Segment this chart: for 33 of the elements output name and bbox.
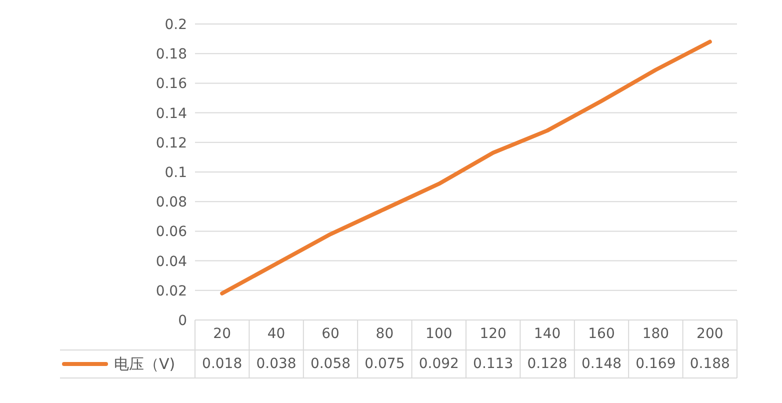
y-tick-label: 0.1 [164, 164, 187, 181]
data-label: 0.058 [309, 355, 352, 374]
data-label: 0.113 [472, 355, 514, 374]
line-series [220, 40, 712, 296]
data-label: 0.188 [688, 355, 731, 374]
x-tick-label: 180 [642, 326, 670, 342]
x-tick-label: 200 [696, 326, 724, 342]
y-tick-label: 0.08 [156, 194, 187, 211]
data-label: 0.092 [418, 355, 460, 374]
data-label: 0.038 [255, 355, 298, 374]
data-label: 0.169 [634, 355, 677, 374]
y-tick-label: 0 [178, 312, 187, 329]
x-tick-label: 100 [426, 326, 452, 342]
y-tick-label: 0.16 [156, 76, 188, 92]
y-tick-label: 0.2 [164, 16, 187, 33]
x-tick-label: 160 [588, 326, 615, 342]
y-tick-label: 0.14 [156, 106, 188, 122]
y-tick-label: 0.12 [156, 135, 187, 152]
y-tick-label: 0.04 [156, 254, 188, 270]
data-label: 0.148 [580, 355, 623, 374]
x-tick-label: 40 [267, 326, 286, 342]
data-label: 0.018 [201, 355, 244, 374]
x-tick-label: 140 [534, 326, 561, 342]
x-tick-label: 60 [322, 326, 340, 342]
legend-label: 电压（V) [114, 354, 176, 374]
y-tick-label: 0.18 [156, 46, 187, 63]
data-label: 0.075 [364, 355, 406, 374]
data-label: 0.128 [526, 355, 568, 374]
y-tick-label: 0.06 [156, 224, 188, 240]
y-tick-label: 0.02 [156, 283, 187, 300]
x-tick-label: 120 [480, 326, 506, 342]
x-tick-label: 20 [213, 326, 232, 342]
x-tick-label: 80 [376, 326, 394, 342]
